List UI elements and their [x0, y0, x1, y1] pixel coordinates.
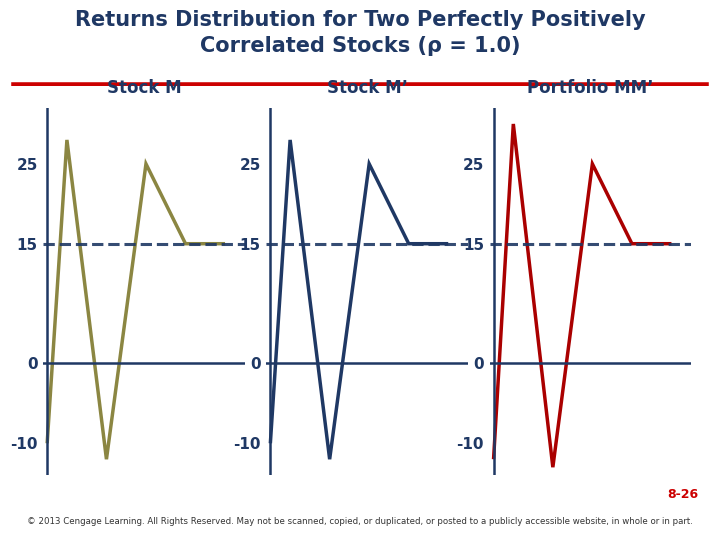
Text: Stock M: Stock M	[107, 79, 181, 97]
Text: Stock M’: Stock M’	[327, 79, 408, 97]
Text: Portfolio MM’: Portfolio MM’	[527, 79, 654, 97]
Text: 8-26: 8-26	[667, 488, 698, 501]
Text: Returns Distribution for Two Perfectly Positively
Correlated Stocks (ρ = 1.0): Returns Distribution for Two Perfectly P…	[75, 10, 645, 56]
Text: © 2013 Cengage Learning. All Rights Reserved. May not be scanned, copied, or dup: © 2013 Cengage Learning. All Rights Rese…	[27, 517, 693, 526]
